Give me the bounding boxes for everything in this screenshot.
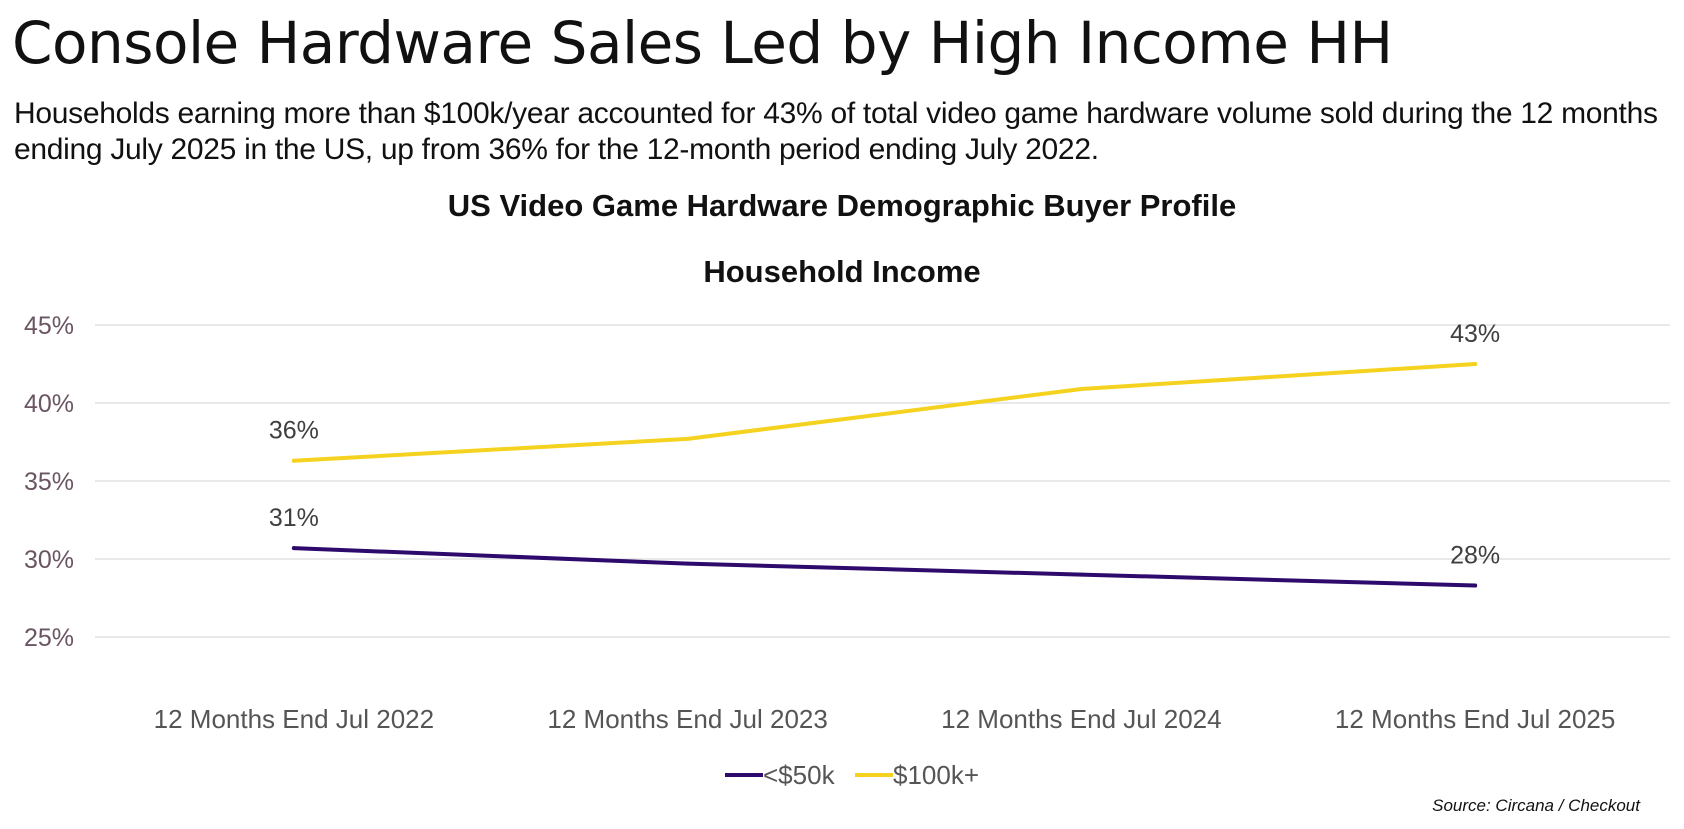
- gridlines: [95, 324, 1670, 638]
- y-tick-label: 40%: [24, 390, 74, 418]
- x-tick-label: 12 Months End Jul 2022: [154, 704, 434, 734]
- data-labels: 31% 28% 36% 43%: [269, 320, 1500, 570]
- chart-title: US Video Game Hardware Demographic Buyer…: [448, 188, 1236, 223]
- legend-label: <$50k: [763, 760, 836, 790]
- source-note: Source: Circana / Checkout: [1432, 796, 1640, 815]
- headline: Console Hardware Sales Led by High Incom…: [12, 9, 1393, 77]
- data-point: [1079, 572, 1084, 577]
- x-tick-label: 12 Months End Jul 2025: [1335, 704, 1615, 734]
- line-chart: US Video Game Hardware Demographic Buyer…: [24, 188, 1670, 790]
- legend-label: $100k+: [893, 760, 979, 790]
- data-label: 31%: [269, 504, 319, 532]
- chart-container: US Video Game Hardware Demographic Buyer…: [0, 180, 1684, 824]
- data-point: [291, 546, 296, 551]
- data-point: [1079, 386, 1084, 391]
- y-axis: 25% 30% 35% 40% 45%: [24, 312, 74, 652]
- chart-subtitle: Household Income: [703, 254, 980, 289]
- data-label: 28%: [1450, 542, 1500, 570]
- data-point: [685, 561, 690, 566]
- data-label: 43%: [1450, 320, 1500, 348]
- data-label: 36%: [269, 417, 319, 445]
- series-line: [291, 362, 1478, 463]
- data-point: [1473, 362, 1478, 366]
- y-tick-label: 25%: [24, 624, 74, 652]
- series-group: [291, 362, 1478, 588]
- data-point: [1473, 583, 1478, 588]
- series-line: [291, 546, 1478, 588]
- y-tick-label: 45%: [24, 312, 74, 340]
- x-axis: 12 Months End Jul 2022 12 Months End Jul …: [154, 704, 1616, 734]
- data-point: [685, 436, 690, 441]
- y-tick-label: 30%: [24, 546, 74, 574]
- y-tick-label: 35%: [24, 468, 74, 496]
- x-tick-label: 12 Months End Jul 2024: [941, 704, 1221, 734]
- subheadline: Households earning more than $100k/year …: [14, 97, 1658, 166]
- data-point: [291, 458, 296, 463]
- x-tick-label: 12 Months End Jul 2023: [547, 704, 827, 734]
- legend: <$50k $100k+: [725, 760, 979, 790]
